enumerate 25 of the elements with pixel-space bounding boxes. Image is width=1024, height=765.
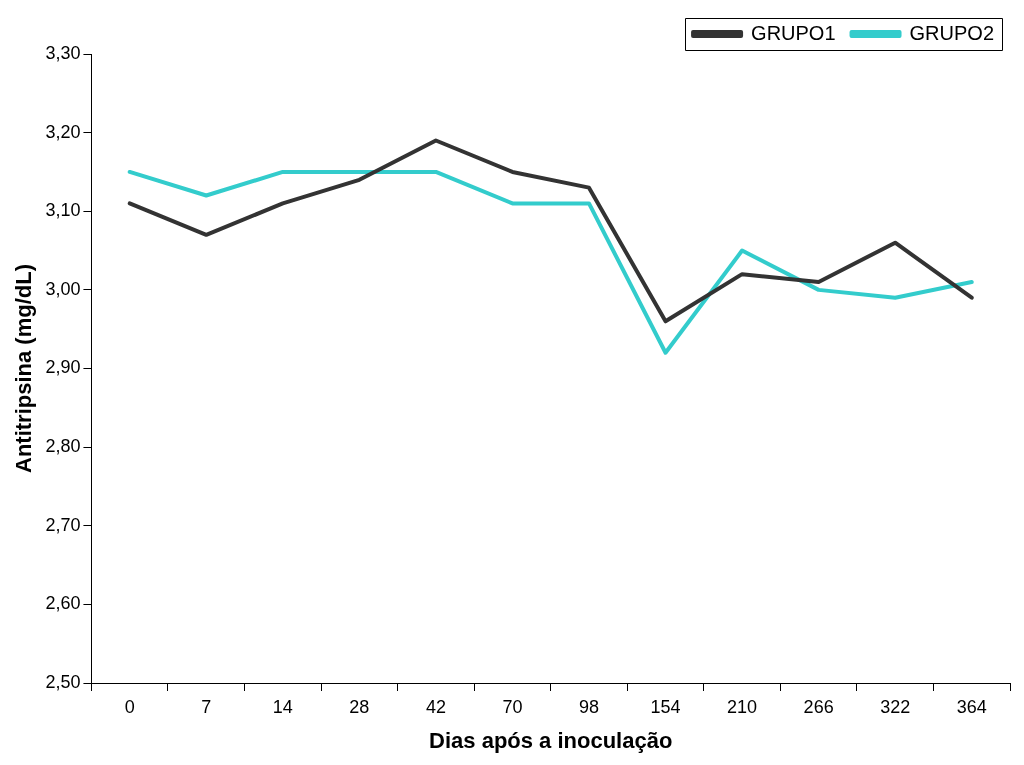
x-tick-label: 98 [578,696,600,717]
y-tick-label: 2,70 [45,514,81,535]
y-tick-label: 3,10 [45,200,81,221]
x-tick-label: 42 [425,696,446,717]
x-tick-label: 266 [803,696,834,717]
x-tick-label: 210 [727,696,758,717]
y-tick-label: 2,80 [45,436,81,457]
y-tick-label: 2,90 [45,357,81,378]
y-tick-label: 3,00 [45,278,81,299]
y-tick-label: 2,60 [45,593,81,614]
y-tick-label: 3,20 [45,121,81,142]
legend-label: GRUPO2 [909,21,995,44]
x-tick-label: 364 [956,696,987,717]
x-axis-title: Dias após a inoculação [429,727,673,753]
x-tick-label: 154 [650,696,681,717]
x-tick-label: 0 [124,696,135,717]
x-tick-label: 70 [502,696,523,717]
x-tick-label: 28 [349,696,370,717]
x-tick-label: 7 [201,696,212,717]
y-tick-label: 2,50 [45,671,81,692]
legend-label: GRUPO1 [751,21,836,44]
y-tick-label: 3,30 [45,42,81,63]
x-tick-label: 14 [272,696,293,717]
y-axis-title: Antitripsina (mg/dL) [11,264,37,473]
x-tick-label: 322 [880,696,911,717]
